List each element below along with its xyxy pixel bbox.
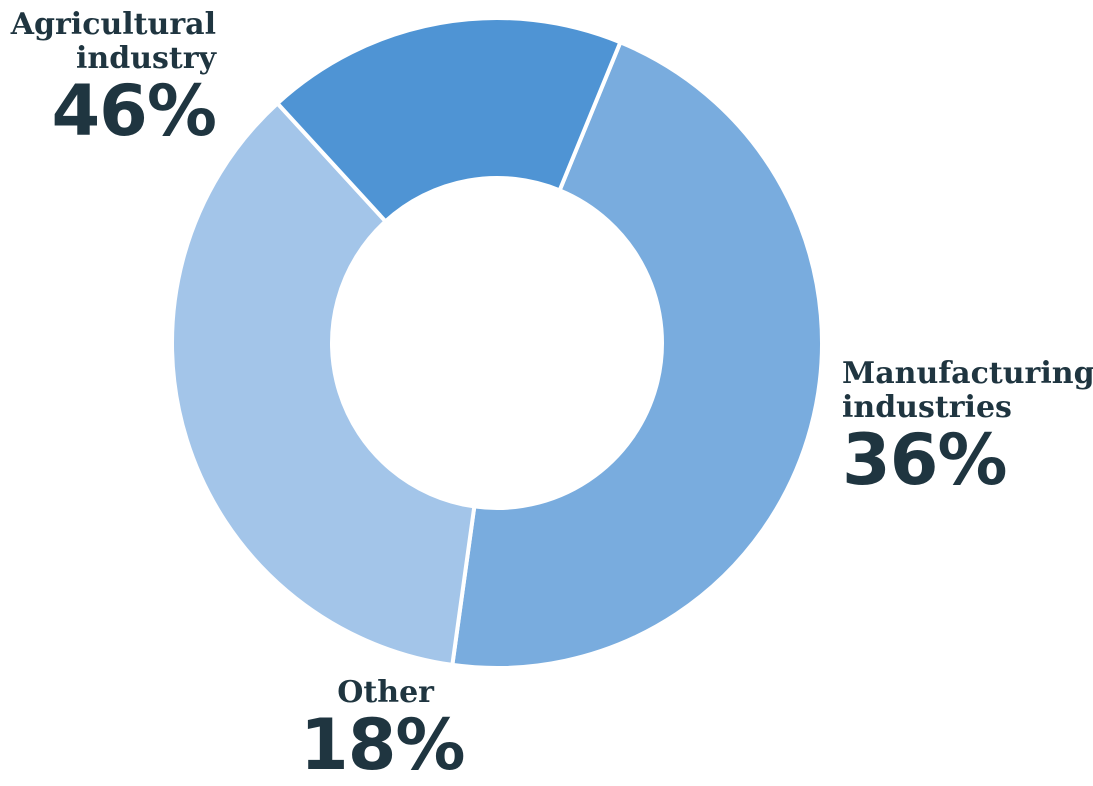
donut-slices	[170, 16, 824, 670]
slice-name-line: Manufacturing	[842, 356, 1093, 391]
label-agricultural-industry: Agricultural industry 46%	[0, 7, 217, 152]
slice-agricultural-industry	[450, 39, 824, 670]
label-other: Other 18%	[300, 675, 466, 786]
slice-name-line: Agricultural	[10, 7, 216, 42]
slice-percent: 46%	[51, 70, 217, 152]
slice-name-line: industries	[842, 390, 1012, 425]
slice-other	[274, 16, 623, 225]
slice-manufacturing-industries	[170, 100, 477, 668]
slice-name-line: industry	[76, 41, 216, 76]
slice-percent: 18%	[300, 704, 466, 786]
slice-percent: 36%	[842, 419, 1008, 501]
slice-name-line: Other	[337, 675, 434, 710]
label-manufacturing-industries: Manufacturing industries 36%	[842, 356, 1093, 501]
